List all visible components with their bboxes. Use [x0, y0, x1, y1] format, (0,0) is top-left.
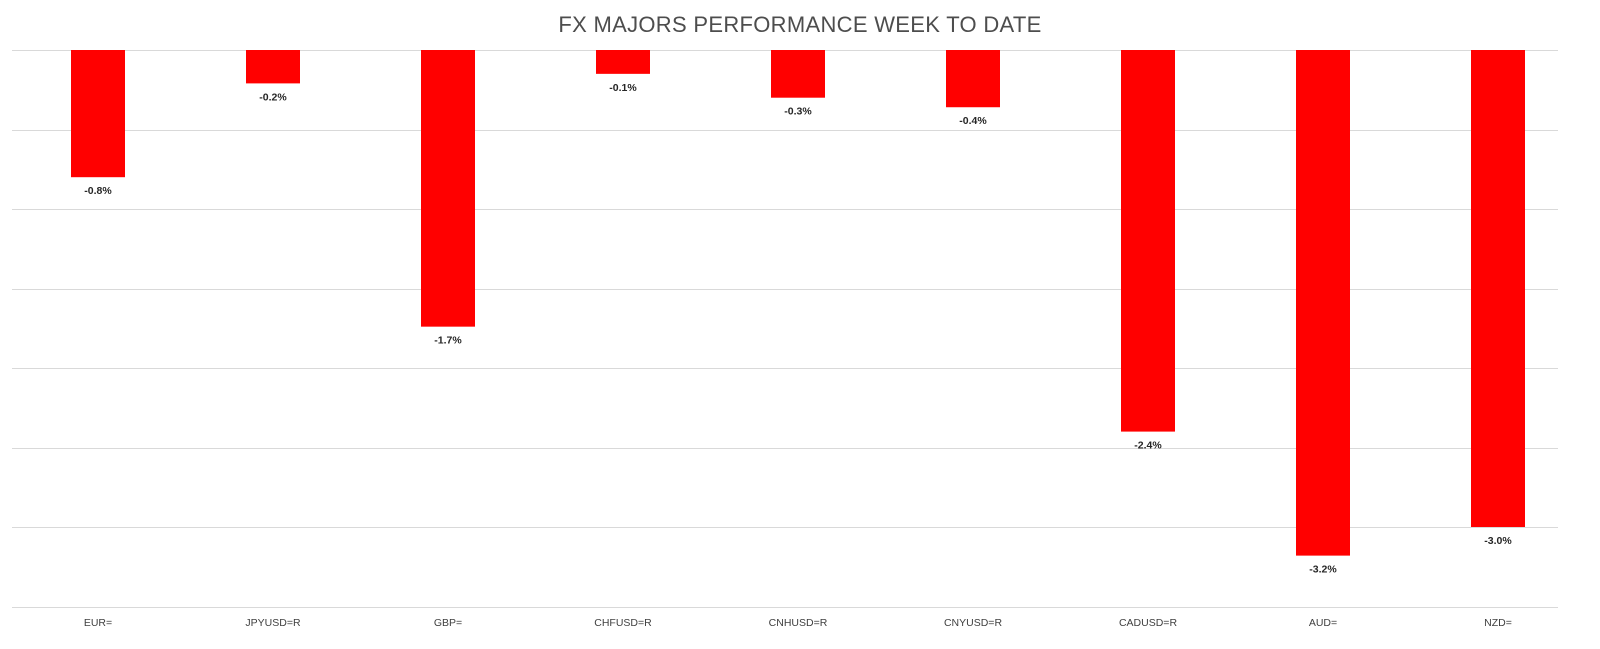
x-tick-label: CHFUSD=R	[594, 617, 652, 629]
bar	[71, 50, 125, 178]
bar	[1121, 50, 1175, 432]
data-label: -0.2%	[259, 91, 287, 103]
data-label: -0.3%	[784, 106, 812, 118]
data-label: -3.2%	[1309, 564, 1337, 576]
bar	[421, 50, 475, 327]
x-tick-label: JPYUSD=R	[245, 617, 301, 629]
x-tick-label: CADUSD=R	[1119, 617, 1177, 629]
bar	[596, 50, 650, 74]
bar	[1471, 50, 1525, 527]
data-label: -2.4%	[1134, 440, 1162, 452]
x-axis-tick-labels: EUR= JPYUSD=R GBP= CHFUSD=R CNHUSD=R CNYUSD=R…	[84, 617, 1512, 629]
bar	[946, 50, 1000, 108]
data-label: -0.4%	[959, 115, 987, 127]
x-tick-label: NZD=	[1484, 617, 1512, 629]
bar	[246, 50, 300, 84]
x-tick-label: AUD=	[1309, 617, 1337, 629]
data-label: -1.7%	[434, 335, 462, 347]
data-labels: -0.8% -0.2% -1.7% -0.1% -0.3% -0.4% -2.4% -3.2%…	[84, 82, 1512, 576]
x-tick-label: GBP=	[434, 617, 462, 629]
data-label: -0.8%	[84, 185, 112, 197]
x-tick-label: CNHUSD=R	[769, 617, 828, 629]
data-label: -3.0%	[1484, 535, 1512, 547]
gridlines	[12, 50, 1558, 608]
data-label: -0.1%	[609, 82, 637, 94]
x-tick-label: CNYUSD=R	[944, 617, 1002, 629]
x-tick-label: EUR=	[84, 617, 112, 629]
bars	[71, 50, 1525, 556]
bar	[1296, 50, 1350, 556]
chart-title: FX MAJORS PERFORMANCE WEEK TO DATE	[558, 12, 1041, 37]
bar	[771, 50, 825, 98]
